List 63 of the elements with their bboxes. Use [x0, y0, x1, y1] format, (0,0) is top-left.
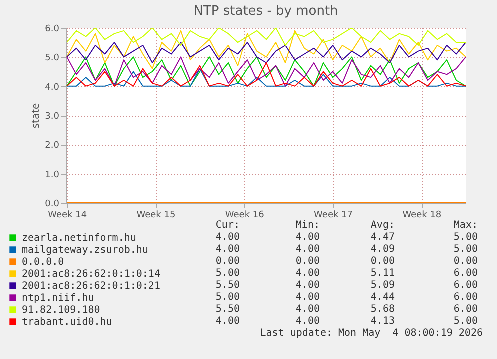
line-series — [66, 62, 466, 87]
y-tick-label: 0.0 — [45, 200, 60, 210]
text: 4.09 — [370, 244, 395, 256]
text: Avg: — [370, 220, 395, 232]
text: 5.50 — [214, 304, 240, 316]
text: 4.47 — [370, 232, 395, 244]
line-series — [66, 42, 466, 64]
text: 5.50 — [214, 280, 240, 292]
legend-label: 2001:ac8:26:62:0:1:0:21 — [22, 281, 160, 292]
text: 5.00 — [214, 268, 240, 280]
text: 5.00 — [214, 292, 240, 304]
legend-label: 91.82.109.180 — [22, 305, 100, 316]
legend-label: trabant.uid0.hu — [22, 317, 112, 328]
y-tick-label: 2.0 — [45, 141, 60, 152]
chart-title: NTP states - by month — [194, 4, 338, 19]
text: 5.00 — [452, 316, 478, 328]
text: 4.00 — [294, 304, 320, 316]
legend-label: ntp1.niif.hu — [22, 293, 94, 304]
x-tick-label: Week 15 — [136, 210, 176, 220]
text: 6.00 — [452, 304, 478, 316]
text: 4.00 — [294, 316, 320, 328]
text: 5.00 — [452, 232, 478, 244]
text: 4.13 — [370, 316, 395, 328]
text: 6.00 — [452, 268, 478, 280]
y-tick-label: 3.0 — [45, 112, 60, 122]
legend-label: zearla.netinform.hu — [22, 233, 136, 244]
text: 0.00 — [452, 256, 478, 268]
x-tick-label: Week 14 — [48, 210, 88, 220]
text: 5.11 — [370, 268, 395, 280]
text: 4.00 — [294, 268, 320, 280]
x-tick-label: Week 17 — [314, 210, 354, 220]
x-tick-label: Week 18 — [402, 210, 442, 220]
text: 4.00 — [294, 244, 320, 256]
text: Last update: Mon May 4 08:00:19 2026 — [260, 328, 483, 340]
text: 6.00 — [452, 280, 478, 292]
legend-label: mailgateway.zsurob.hu — [22, 245, 148, 256]
y-tick-label: 5.0 — [45, 54, 60, 64]
text: 4.00 — [294, 280, 320, 292]
legend-label: 2001:ac8:26:62:0:1:0:14 — [22, 269, 160, 280]
text: 4.44 — [370, 292, 395, 304]
text: 0.00 — [214, 256, 240, 268]
y-tick-label: 1.0 — [45, 170, 60, 180]
line-series — [66, 56, 466, 87]
text: Cur: — [214, 220, 240, 232]
text: 5.00 — [452, 244, 478, 256]
text: 6.00 — [452, 292, 478, 304]
y-axis-title: state — [31, 103, 42, 129]
text: 4.00 — [214, 244, 240, 256]
text: 4.00 — [294, 292, 320, 304]
text: 0.00 — [370, 256, 395, 268]
y-tick-label: 4.0 — [45, 82, 60, 93]
text: 5.09 — [370, 280, 395, 292]
text: Max: — [452, 220, 478, 232]
legend-label: 0.0.0.0 — [22, 257, 64, 268]
text: 0.00 — [294, 256, 320, 268]
line-series — [66, 68, 466, 87]
text: 4.00 — [214, 316, 240, 328]
y-tick-label: 6.0 — [45, 24, 60, 34]
text: 4.00 — [214, 232, 240, 244]
text: 4.00 — [294, 232, 320, 244]
text: 5.68 — [370, 304, 395, 316]
text: Min: — [294, 220, 320, 232]
x-tick-label: Week 16 — [225, 210, 265, 220]
